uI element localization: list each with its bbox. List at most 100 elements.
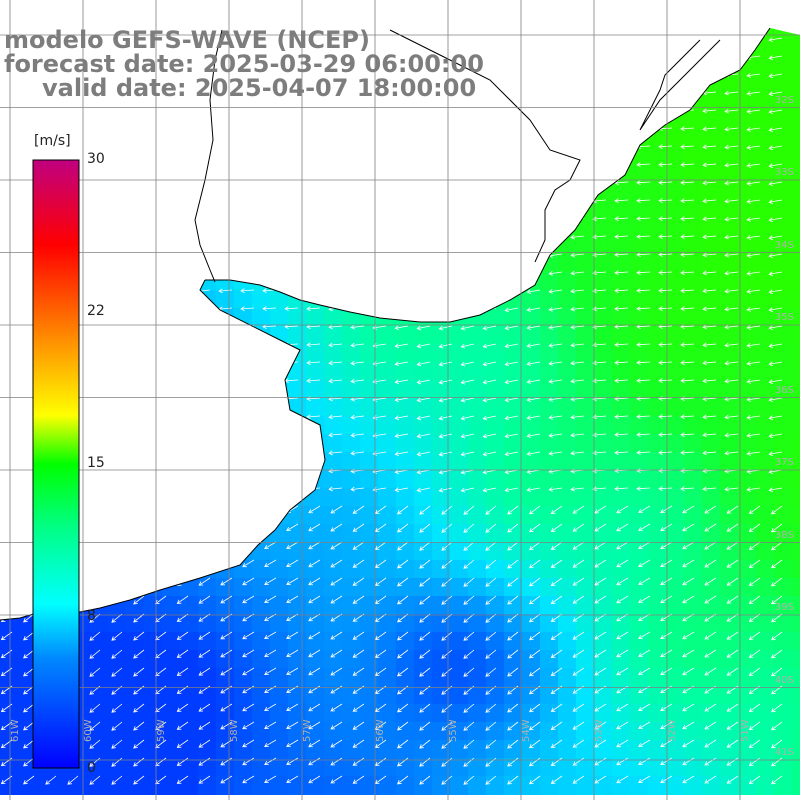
field-cell: [414, 452, 433, 471]
wind-arrow: [682, 523, 695, 532]
field-cell: [792, 272, 800, 291]
field-cell: [612, 578, 631, 597]
field-cell: [594, 200, 613, 219]
wind-arrow: [572, 577, 585, 586]
wind-arrow: [746, 307, 761, 312]
field-cell: [378, 650, 397, 669]
field-cell: [144, 650, 163, 669]
field-cell: [342, 560, 361, 579]
field-cell: [630, 578, 649, 597]
wind-arrow: [636, 270, 651, 275]
field-cell: [558, 650, 577, 669]
field-cell: [774, 704, 793, 723]
field-cell: [774, 740, 793, 759]
field-cell: [522, 326, 541, 345]
wind-arrow: [680, 306, 695, 312]
field-cell: [324, 704, 343, 723]
wind-arrow: [680, 126, 695, 132]
field-cell: [18, 758, 37, 777]
field-cell: [360, 452, 379, 471]
field-cell: [468, 722, 487, 741]
field-cell: [540, 416, 559, 435]
field-cell: [252, 308, 271, 327]
wind-arrow: [638, 595, 651, 604]
field-cell: [324, 650, 343, 669]
wind-arrow: [724, 378, 739, 384]
wind-arrow: [768, 307, 783, 313]
wind-arrow: [438, 433, 453, 439]
field-cell: [522, 416, 541, 435]
field-cell: [630, 326, 649, 345]
wind-arrow: [771, 703, 783, 713]
field-cell: [288, 542, 307, 561]
wind-arrow: [330, 631, 343, 640]
field-cell: [18, 776, 37, 795]
field-cell: [396, 758, 415, 777]
wind-arrow: [133, 649, 145, 659]
field-cell: [738, 578, 757, 597]
wind-arrow: [660, 559, 673, 568]
field-cell: [792, 704, 800, 723]
wind-arrow: [638, 775, 651, 784]
field-cell: [648, 218, 667, 237]
field-cell: [594, 434, 613, 453]
wind-arrow: [528, 739, 541, 749]
field-cell: [720, 74, 739, 93]
field-cell: [504, 344, 523, 363]
wind-arrow: [330, 721, 343, 730]
field-cell: [666, 488, 685, 507]
field-cell: [594, 344, 613, 363]
field-cell: [666, 182, 685, 201]
field-cell: [576, 434, 595, 453]
field-cell: [414, 398, 433, 417]
field-cell: [396, 470, 415, 489]
lagoon-line: [639, 39, 721, 131]
field-cell: [342, 398, 361, 417]
field-cell: [576, 632, 595, 651]
field-cell: [468, 434, 487, 453]
wind-arrow: [660, 523, 673, 532]
field-cell: [486, 704, 505, 723]
wind-arrow: [726, 631, 739, 640]
wind-arrow: [397, 757, 409, 767]
field-cell: [684, 434, 703, 453]
field-cell: [738, 542, 757, 561]
wind-arrow: [504, 343, 519, 349]
field-cell: [468, 506, 487, 525]
field-cell: [612, 434, 631, 453]
field-cell: [648, 344, 667, 363]
wind-arrow: [89, 703, 101, 713]
field-cell: [522, 632, 541, 651]
field-cell: [18, 686, 37, 705]
field-cell: [756, 290, 775, 309]
field-cell: [504, 740, 523, 759]
field-cell: [738, 308, 757, 327]
field-cell: [630, 776, 649, 795]
wind-arrow: [768, 343, 783, 349]
wind-arrow: [133, 703, 145, 713]
wind-arrow: [550, 721, 563, 730]
wind-arrow: [330, 505, 343, 514]
wind-arrow: [570, 414, 585, 420]
field-cell: [756, 164, 775, 183]
wind-arrow: [528, 523, 541, 533]
field-cell: [540, 542, 559, 561]
field-cell: [306, 380, 325, 399]
wind-arrow: [704, 505, 717, 514]
wind-arrow: [308, 757, 321, 766]
wind-arrow: [441, 541, 453, 551]
field-cell: [162, 614, 181, 633]
wind-arrow: [658, 360, 673, 365]
wind-arrow: [419, 703, 431, 713]
wind-arrow: [746, 271, 761, 276]
field-cell: [342, 506, 361, 525]
wind-arrow: [133, 631, 145, 641]
wind-arrow: [528, 667, 541, 677]
field-cell: [684, 614, 703, 633]
field-cell: [450, 686, 469, 705]
field-cell: [720, 668, 739, 687]
wind-arrow: [636, 288, 651, 293]
field-cell: [306, 362, 325, 381]
wind-arrow: [485, 505, 497, 515]
field-cell: [648, 254, 667, 273]
